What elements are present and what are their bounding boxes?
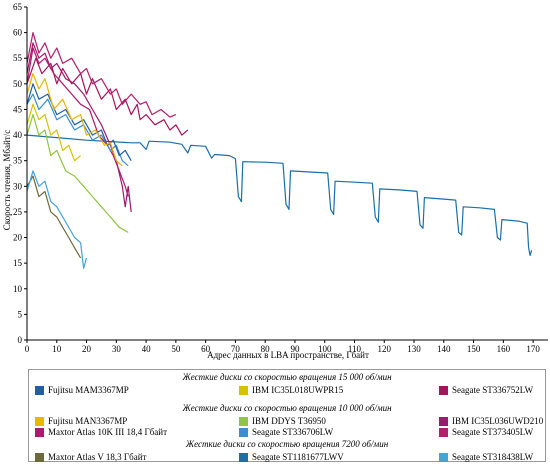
x-tick-label: 90 bbox=[290, 344, 300, 354]
y-tick-label: 55 bbox=[13, 53, 23, 63]
x-tick-label: 30 bbox=[112, 344, 122, 354]
legend-swatch bbox=[35, 416, 44, 426]
chart: 0 10 20 30 40 50 60 70 80 90 100 110 120 130 140 150 160… bbox=[2, 2, 548, 360]
x-tick-label: 20 bbox=[82, 344, 92, 354]
y-tick-label: 50 bbox=[13, 79, 23, 89]
legend-group-title: Жесткие диски со скоростью вращения 7200… bbox=[185, 439, 389, 449]
legend-label: Seagate ST1181677LWV bbox=[252, 452, 344, 462]
legend-group-title: Жесткие диски со скоростью вращения 15 0… bbox=[182, 372, 392, 382]
legend-swatch bbox=[239, 385, 248, 395]
legend-label: IBM DDYS T36950 bbox=[252, 416, 326, 426]
legend-swatch bbox=[439, 416, 448, 426]
legend-swatch bbox=[239, 427, 248, 437]
series-line-st373405 bbox=[26, 31, 177, 118]
legend-swatch bbox=[239, 452, 248, 462]
series-lines bbox=[26, 31, 533, 269]
legend-item: Seagate ST1181677LWV bbox=[239, 452, 344, 462]
x-tick-label: 120 bbox=[378, 344, 392, 354]
x-tick-label: 140 bbox=[437, 344, 451, 354]
x-ticks: 0 10 20 30 40 50 60 70 80 90 100 110 120 130 140 150 160… bbox=[25, 340, 540, 354]
legend-item: Maxtor Atlas 10K III 18,4 Гбайт bbox=[35, 427, 167, 437]
x-tick-label: 170 bbox=[526, 344, 540, 354]
x-tick-label: 80 bbox=[261, 344, 271, 354]
legend-item: IBM IC35L018UWPR15 bbox=[239, 385, 343, 395]
y-tick-label: 60 bbox=[13, 28, 23, 38]
y-tick-label: 0 bbox=[18, 335, 23, 345]
legend-swatch bbox=[35, 385, 44, 395]
legend-swatch bbox=[439, 452, 448, 462]
y-axis-label: Скорость чтения, Мбайт/с bbox=[2, 130, 12, 230]
legend-label: Seagate ST336706LW bbox=[252, 427, 334, 437]
y-tick-label: 10 bbox=[13, 284, 23, 294]
y-ticks: 0 5 10 15 20 25 30 35 40 45 50 55 60 65 bbox=[13, 2, 27, 345]
legend-group-15000: Жесткие диски со скоростью вращения 15 0… bbox=[29, 370, 545, 401]
legend: Жесткие диски со скоростью вращения 15 0… bbox=[28, 369, 546, 462]
series-line-fujitsu_mam bbox=[26, 83, 132, 162]
series-line-atlas10k bbox=[26, 47, 129, 197]
legend-group-7200: Жесткие диски со скоростью вращения 7200… bbox=[29, 437, 545, 462]
legend-label: Maxtor Atlas 10K III 18,4 Гбайт bbox=[48, 427, 168, 437]
legend-item: Maxtor Atlas V 18,3 Гбайт bbox=[35, 452, 146, 462]
x-tick-label: 10 bbox=[52, 344, 62, 354]
legend-item: Fujitsu MAM3367MP bbox=[35, 385, 129, 395]
x-axis-label: Адрес данных в LBA пространстве, Гбайт bbox=[207, 350, 369, 360]
legend-label: IBM IC35L018UWPR15 bbox=[252, 385, 344, 395]
legend-item: IBM DDYS T36950 bbox=[239, 416, 326, 426]
legend-label: Fujitsu MAN3367MP bbox=[48, 416, 128, 426]
y-tick-label: 40 bbox=[13, 130, 23, 140]
series-line-st1181677 bbox=[26, 134, 533, 257]
y-tick-label: 25 bbox=[13, 207, 23, 217]
legend-label: Fujitsu MAM3367MP bbox=[48, 385, 129, 395]
x-tick-label: 110 bbox=[348, 344, 362, 354]
legend-label: IBM IC35L036UWD210 bbox=[452, 416, 544, 426]
legend-swatch bbox=[239, 416, 248, 426]
x-tick-label: 160 bbox=[497, 344, 511, 354]
series-line-ic35l018 bbox=[26, 103, 81, 162]
legend-item: IBM IC35L036UWD210 bbox=[439, 416, 543, 426]
y-tick-label: 30 bbox=[13, 181, 23, 191]
y-tick-label: 35 bbox=[13, 156, 23, 166]
legend-swatch bbox=[35, 427, 44, 437]
series-line-ic35l036 bbox=[26, 42, 132, 212]
legend-item: Seagate ST373405LW bbox=[439, 427, 533, 437]
legend-item: Seagate ST336706LW bbox=[239, 427, 333, 437]
y-tick-label: 20 bbox=[13, 233, 23, 243]
legend-label: Maxtor Atlas V 18,3 Гбайт bbox=[48, 452, 147, 462]
x-tick-label: 60 bbox=[201, 344, 211, 354]
legend-item: Seagate ST336752LW bbox=[439, 385, 533, 395]
x-tick-label: 150 bbox=[467, 344, 481, 354]
legend-swatch bbox=[439, 385, 448, 395]
legend-group-title: Жесткие диски со скоростью вращения 10 0… bbox=[182, 403, 392, 413]
legend-swatch bbox=[35, 452, 44, 462]
legend-item: Seagate ST318438LW bbox=[439, 452, 533, 462]
y-tick-label: 15 bbox=[13, 258, 23, 268]
x-tick-label: 70 bbox=[231, 344, 241, 354]
y-tick-label: 45 bbox=[13, 104, 23, 114]
legend-label: Seagate ST336752LW bbox=[452, 385, 534, 395]
legend-label: Seagate ST373405LW bbox=[452, 427, 534, 437]
series-line-st336752 bbox=[26, 57, 189, 136]
legend-item: Fujitsu MAN3367MP bbox=[35, 416, 127, 426]
series-line-st318438 bbox=[26, 170, 88, 269]
legend-label: Seagate ST318438LW bbox=[452, 452, 534, 462]
x-tick-label: 50 bbox=[171, 344, 181, 354]
series-line-ddys bbox=[26, 113, 129, 233]
legend-swatch bbox=[439, 427, 448, 437]
x-tick-label: 0 bbox=[25, 344, 30, 354]
x-tick-label: 100 bbox=[318, 344, 332, 354]
x-tick-label: 130 bbox=[407, 344, 421, 354]
y-tick-label: 5 bbox=[18, 309, 23, 319]
x-tick-label: 40 bbox=[142, 344, 152, 354]
y-tick-label: 65 bbox=[13, 2, 23, 12]
legend-group-10000: Жесткие диски со скоростью вращения 10 0… bbox=[29, 401, 545, 437]
series-line-atlasV bbox=[26, 175, 82, 259]
series-line-fujitsu_man bbox=[26, 72, 123, 167]
